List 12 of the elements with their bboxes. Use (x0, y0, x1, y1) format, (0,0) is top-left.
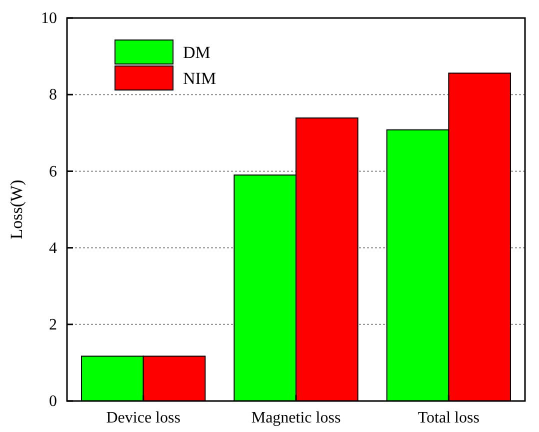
legend-label: NIM (183, 69, 216, 88)
y-tick-label: 10 (41, 10, 57, 28)
y-axis-title: Loss(W) (7, 180, 26, 240)
y-tick-label: 2 (49, 316, 57, 334)
x-tick-label: Total loss (418, 409, 480, 426)
y-tick-label: 6 (49, 163, 57, 180)
y-tick-label: 4 (49, 240, 57, 257)
x-tick-label: Device loss (106, 409, 180, 426)
legend-label: DM (183, 43, 210, 62)
y-tick-label: 0 (49, 393, 57, 410)
y-tick-label: 8 (49, 86, 57, 104)
x-tick-label: Magnetic loss (251, 409, 341, 426)
